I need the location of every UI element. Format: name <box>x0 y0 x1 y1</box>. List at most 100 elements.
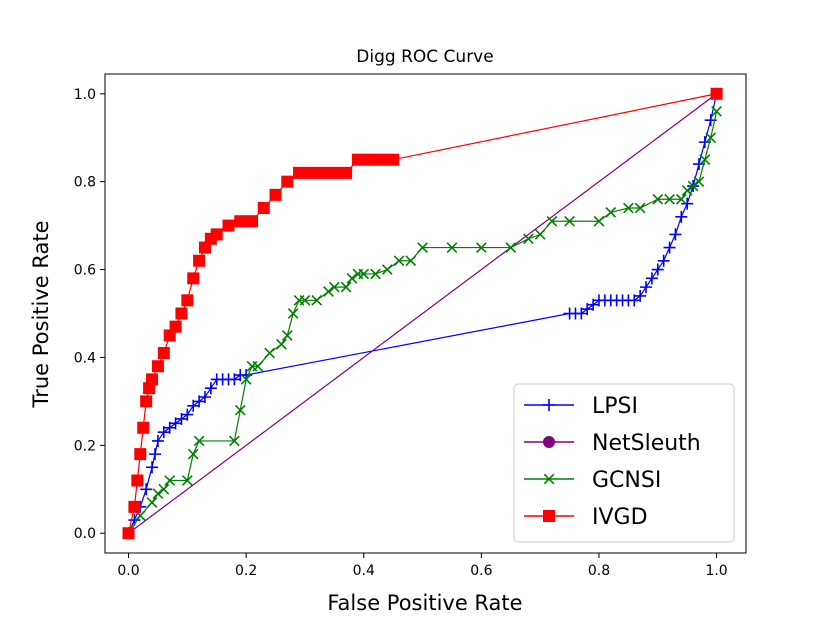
point-lpsi-15 <box>204 382 217 395</box>
point-ivgd-23 <box>269 188 282 201</box>
point-gcnsi-40 <box>605 207 617 218</box>
series-gcnsi <box>123 105 722 539</box>
legend-label-lpsi: LPSI <box>592 394 638 419</box>
point-gcnsi-43 <box>652 193 664 205</box>
point-gcnsi-48 <box>693 176 705 188</box>
point-gcnsi-11 <box>240 374 252 385</box>
point-lpsi-42 <box>681 197 694 210</box>
point-gcnsi-34 <box>505 242 517 253</box>
point-gcnsi-46 <box>681 185 693 196</box>
point-ivgd-12 <box>175 307 188 320</box>
point-lpsi-14 <box>198 390 211 403</box>
point-gcnsi-3 <box>152 488 164 500</box>
point-lpsi-11 <box>181 408 194 421</box>
point-ivgd-22 <box>257 202 270 215</box>
series-line-gcnsi <box>128 111 718 534</box>
point-ivgd-15 <box>193 254 206 267</box>
point-gcnsi-22 <box>328 281 340 293</box>
point-gcnsi-39 <box>593 215 605 227</box>
point-ivgd-29 <box>340 166 353 179</box>
point-lpsi-45 <box>698 136 711 149</box>
point-ivgd-8 <box>151 360 164 373</box>
point-ivgd-21 <box>246 215 259 228</box>
point-ivgd-34 <box>710 87 723 100</box>
point-gcnsi-49 <box>699 154 711 166</box>
series-layer <box>122 87 723 540</box>
point-ivgd-28 <box>328 166 341 179</box>
point-gcnsi-19 <box>299 294 311 306</box>
point-gcnsi-33 <box>476 242 487 253</box>
legend-marker-lpsi <box>543 399 555 411</box>
point-ivgd-9 <box>157 347 170 360</box>
point-gcnsi-32 <box>446 242 458 253</box>
point-lpsi-44 <box>692 158 705 171</box>
legend-box <box>513 383 735 543</box>
y-tick-label-3: 0.6 <box>74 263 96 279</box>
legend-marker-gcnsi <box>543 473 555 485</box>
point-ivgd-2 <box>131 474 144 487</box>
legend-entry-lpsi: LPSI <box>524 394 638 419</box>
point-lpsi-5 <box>148 448 161 461</box>
y-tick-label-0: 0.0 <box>74 526 96 542</box>
point-ivgd-18 <box>210 228 223 241</box>
point-gcnsi-5 <box>164 475 176 486</box>
legend-label-gcnsi: GCNSI <box>592 468 661 493</box>
point-lpsi-36 <box>645 272 658 285</box>
point-gcnsi-50 <box>705 132 717 144</box>
point-ivgd-20 <box>234 215 247 228</box>
point-gcnsi-21 <box>323 286 334 297</box>
point-lpsi-4 <box>146 461 159 474</box>
legend-label-ivgd: IVGD <box>592 505 648 530</box>
legend-marker-ivgd <box>543 510 555 522</box>
point-gcnsi-31 <box>417 242 428 253</box>
point-ivgd-26 <box>304 166 317 179</box>
point-gcnsi-7 <box>187 448 199 460</box>
plot-area <box>104 73 747 554</box>
point-gcnsi-37 <box>546 215 558 227</box>
axes: 0.0 0.2 0.4 0.6 0.8 1.0 0.0 0.2 0.4 0.6 0.8 1.0 <box>74 87 728 579</box>
point-ivgd-30 <box>351 153 364 166</box>
point-gcnsi-23 <box>340 281 352 293</box>
point-ivgd-32 <box>375 153 388 166</box>
x-tick-label-1: 0.2 <box>235 563 257 579</box>
x-tick-label-4: 0.8 <box>588 563 610 579</box>
y-tick-label-5: 1.0 <box>74 87 96 103</box>
point-gcnsi-15 <box>276 338 287 350</box>
point-gcnsi-17 <box>287 308 299 319</box>
point-gcnsi-9 <box>229 435 240 447</box>
legend-entry-gcnsi: GCNSI <box>524 468 661 493</box>
point-gcnsi-47 <box>687 180 699 192</box>
legend: LPSI NetSleuth GCNSI IVGD <box>513 383 735 543</box>
point-gcnsi-16 <box>281 330 293 341</box>
point-ivgd-3 <box>134 448 147 461</box>
x-axis-label: False Positive Rate <box>327 591 522 615</box>
legend-entry-netsleuth: NetSleuth <box>524 431 701 456</box>
point-gcnsi-38 <box>564 215 575 227</box>
point-ivgd-4 <box>137 421 150 434</box>
series-ivgd <box>122 87 723 540</box>
series-line-netsleuth <box>128 93 717 534</box>
point-ivgd-11 <box>169 320 182 333</box>
point-gcnsi-44 <box>664 193 675 205</box>
point-lpsi-39 <box>663 241 676 254</box>
point-ivgd-19 <box>222 219 235 232</box>
point-ivgd-27 <box>316 166 329 179</box>
point-gcnsi-42 <box>634 202 646 214</box>
point-ivgd-14 <box>187 272 200 285</box>
point-gcnsi-45 <box>675 193 687 205</box>
point-gcnsi-41 <box>623 202 634 214</box>
x-tick-label-5: 1.0 <box>705 563 727 579</box>
point-ivgd-33 <box>387 153 400 166</box>
point-gcnsi-35 <box>523 233 534 245</box>
legend-entry-ivgd: IVGD <box>524 505 648 530</box>
point-gcnsi-30 <box>405 255 417 267</box>
legend-label-netsleuth: NetSleuth <box>592 431 701 456</box>
point-gcnsi-27 <box>370 268 381 280</box>
point-lpsi-35 <box>640 281 653 294</box>
point-gcnsi-28 <box>381 264 393 275</box>
point-ivgd-25 <box>293 166 306 179</box>
point-ivgd-24 <box>281 175 294 188</box>
point-gcnsi-20 <box>311 294 323 306</box>
x-tick-label-3: 0.6 <box>470 563 492 579</box>
